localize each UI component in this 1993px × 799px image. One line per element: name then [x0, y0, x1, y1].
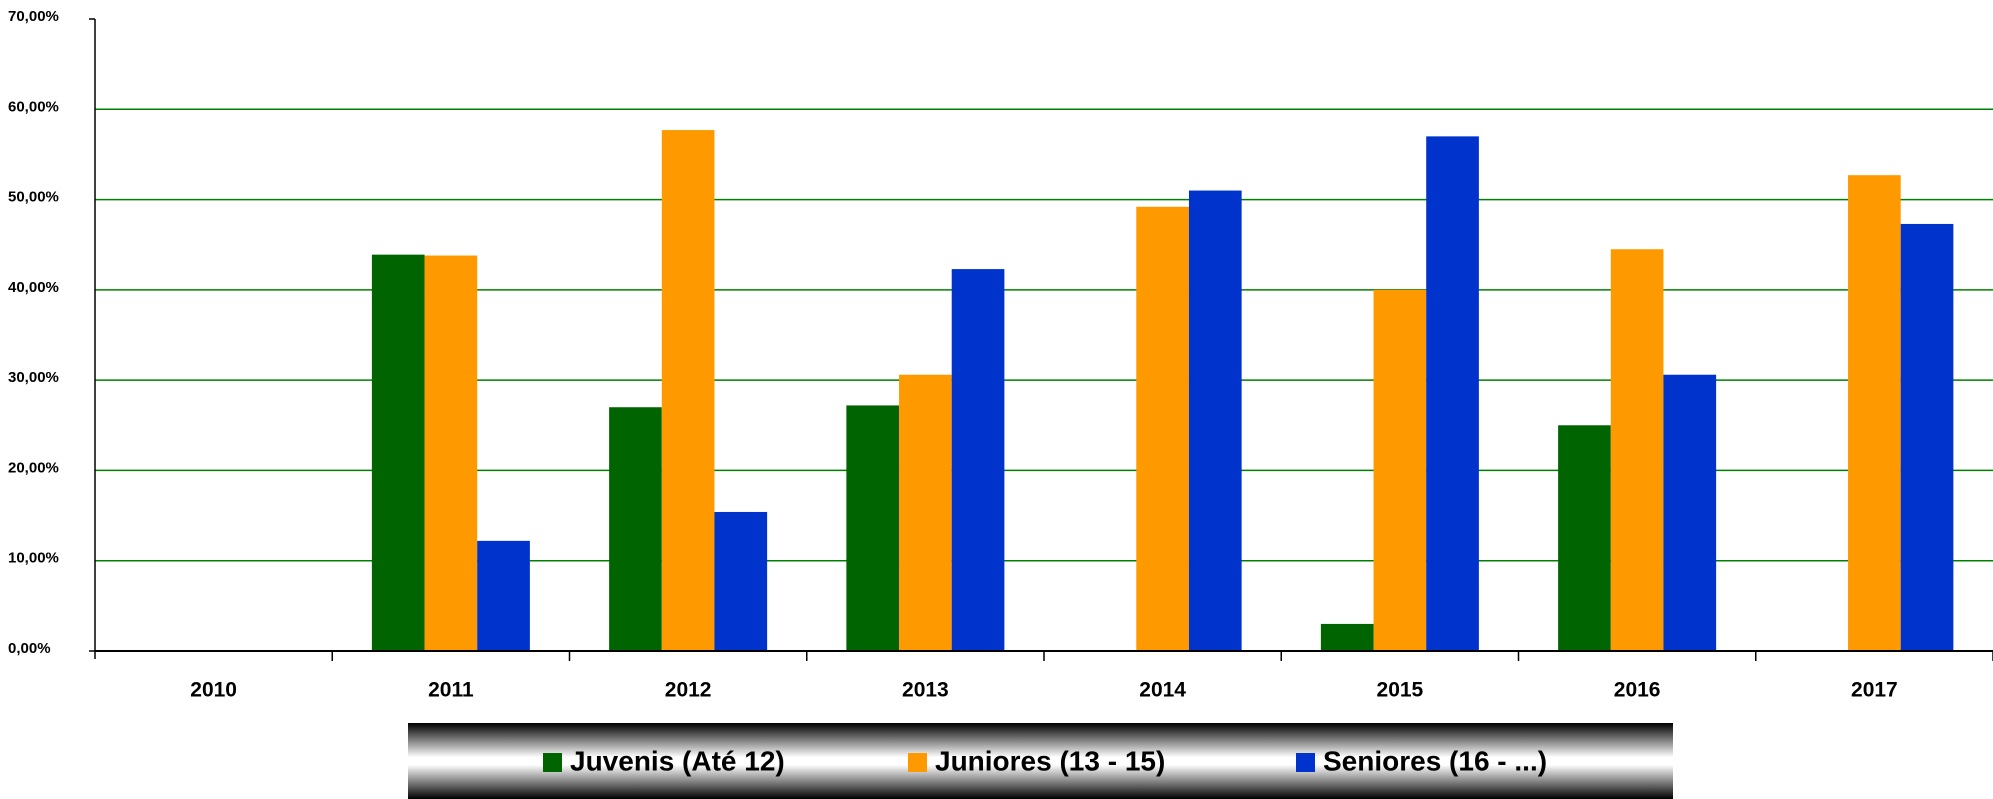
y-tick-label: 70,00% [8, 8, 59, 25]
bar [1558, 425, 1611, 651]
bar [424, 255, 478, 651]
bar [1663, 374, 1717, 651]
bar [477, 540, 530, 651]
x-tick-label: 2010 [190, 679, 237, 702]
y-tick-label: 40,00% [8, 279, 59, 296]
bar [661, 130, 715, 652]
legend-swatch [543, 753, 562, 772]
x-tick-label: 2015 [1377, 679, 1424, 702]
x-tick-label: 2016 [1614, 679, 1661, 702]
x-tick-label: 2013 [902, 679, 949, 702]
y-tick-label: 0,00% [8, 640, 51, 657]
bar [951, 269, 1005, 651]
y-tick-label: 10,00% [8, 550, 59, 567]
x-tick-label: 2012 [665, 679, 712, 702]
y-tick-label: 50,00% [8, 189, 59, 206]
bar [1136, 206, 1189, 651]
bar [1320, 623, 1374, 651]
bar [371, 254, 425, 651]
legend-label: Seniores (16 - ...) [1323, 745, 1547, 776]
legend-swatch [908, 753, 927, 772]
bar [609, 407, 662, 651]
legend-swatch [1296, 753, 1315, 772]
bar [899, 374, 952, 651]
bar [714, 511, 768, 651]
bar [1188, 190, 1242, 652]
legend-box [408, 723, 1673, 799]
bar [1610, 249, 1664, 651]
legend-label: Juniores (13 - 15) [935, 745, 1165, 776]
y-tick-label: 20,00% [8, 459, 59, 476]
bar [846, 405, 900, 651]
x-tick-label: 2017 [1851, 679, 1898, 702]
bar [1426, 136, 1479, 651]
bar [1373, 289, 1427, 651]
x-tick-label: 2014 [1139, 679, 1186, 702]
y-tick-label: 30,00% [8, 369, 59, 386]
bar [1900, 223, 1954, 651]
bar [1848, 175, 1901, 652]
y-tick-label: 60,00% [8, 98, 59, 115]
legend-label: Juvenis (Até 12) [570, 745, 785, 776]
x-tick-label: 2011 [428, 679, 474, 702]
